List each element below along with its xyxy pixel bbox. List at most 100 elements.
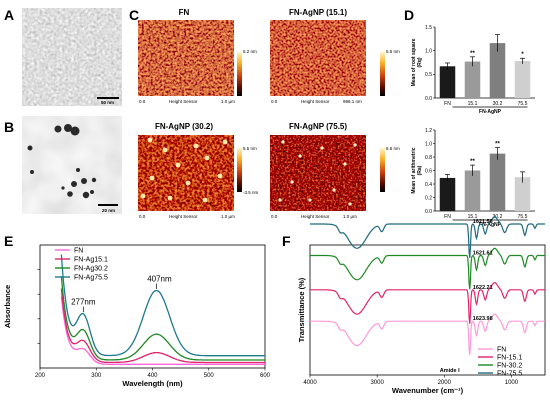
x-axis-label: Wavelength (nm) <box>122 379 183 388</box>
afm-axis-left-15: 0.0 <box>271 99 278 104</box>
afm-image-fn: FN 5.2 nm 0.0 Height Sensor 1.0 µm <box>138 8 257 104</box>
afm-particles-75 <box>278 140 357 206</box>
x-tick-label: 300 <box>91 373 102 379</box>
afm-axis-mid-30: Height Sensor <box>169 214 198 219</box>
y-tick-label: 0.8 <box>425 155 432 161</box>
afm-image-15: FN-AgNP (15.1) 5.5 nm 0.0 Height Sensor … <box>270 8 400 104</box>
bar <box>464 61 481 98</box>
peak-label-277: 277nm <box>71 298 96 307</box>
nanoparticle <box>30 170 34 174</box>
afm-particle <box>149 175 155 181</box>
afm-particle <box>217 173 223 179</box>
peak-label-407: 407nm <box>147 275 172 284</box>
afm-particle <box>298 154 302 158</box>
afm-axis-left-30: 0.0 <box>139 214 146 219</box>
y-tick-label: 0.0 <box>425 209 432 215</box>
afm-particle <box>185 180 191 186</box>
afm-particle <box>290 180 294 184</box>
x-tick-label: 400 <box>147 373 158 379</box>
afm-scale-min-30: -3.5 nm <box>243 190 259 195</box>
y-tick-label: 1.2 <box>425 128 432 134</box>
spectrum-line <box>60 254 265 357</box>
group-label: FN-AgNP <box>479 222 502 228</box>
afm-title-75: FN-AgNP (75.5) <box>289 122 347 131</box>
afm-axis-right-75: 1.0 µm <box>343 214 357 219</box>
afm-axis-right-fn: 1.0 µm <box>221 99 235 104</box>
bar-chart-roughness-rq: 0.0 0.5 1.0 1.5 FN ** 15.1 30.2 * 75.5 FN-AgNP Mean… <box>411 25 535 115</box>
afm-particle <box>167 195 173 201</box>
bar <box>489 43 506 98</box>
tem-image-b: 20 nm <box>22 116 122 214</box>
bar <box>464 170 481 211</box>
ftir-spectrum: 4000 3000 2000 1000 Wavenumber (cm⁻¹) Transmi… <box>297 216 546 395</box>
afm-title-fn: FN <box>179 8 190 17</box>
y-axis-label: Absorbance <box>3 285 12 328</box>
x-tick-label: 3000 <box>370 380 384 386</box>
x-tick-label: 75.5 <box>518 101 528 107</box>
y-axis-label-unit: (Ra) <box>417 165 423 175</box>
afm-particle <box>348 202 352 206</box>
afm-axis-left-75: 0.0 <box>271 214 278 219</box>
afm-scale-max-75: 6.5 nm <box>386 146 400 151</box>
panel-label-a: A <box>4 7 14 23</box>
panel-label-c: C <box>129 7 139 23</box>
bar-chart-roughness-ra: 0.0 0.2 0.4 0.6 0.8 1.0 1.2 FN ** 15.1 ** 30.2 75.5 F… <box>411 128 535 228</box>
nanoparticle <box>91 177 97 183</box>
afm-particle <box>204 155 210 161</box>
peak-value-label: 1622.21 <box>473 285 493 291</box>
spectrum-line <box>60 296 265 365</box>
afm-image-75: FN-AgNP (75.5) 6.5 nm 0.0 Height Sensor … <box>270 122 400 219</box>
afm-title-30: FN-AgNP (30.2) <box>155 122 213 131</box>
y-tick-label: 1.0 <box>425 141 432 147</box>
afm-title-15: FN-AgNP (15.1) <box>289 8 347 17</box>
group-label: FN-AgNP <box>479 109 502 115</box>
spectrum-line <box>60 276 265 361</box>
ftir-line <box>310 313 545 356</box>
nanoparticle <box>64 124 72 132</box>
x-tick-label: FN <box>444 101 451 107</box>
afm-particle <box>193 143 199 149</box>
afm-axis-right-30: 1.0 µm <box>221 214 235 219</box>
nanoparticle <box>71 181 77 187</box>
scalebar-label-a: 50 nm <box>101 100 114 105</box>
significance-mark: * <box>521 52 524 58</box>
nanoparticle-dots <box>27 124 97 199</box>
peak-value-label: 1623.98 <box>473 316 493 322</box>
legend-label: FN <box>74 248 83 255</box>
panel-label-d: D <box>404 7 414 23</box>
y-axis-label: Mean of arithmetric <box>411 147 417 193</box>
legend-label: FN <box>497 347 506 354</box>
legend-label: FN-Ag75.5 <box>74 275 108 282</box>
peak-value-label: 1621.61 <box>473 250 493 256</box>
nanoparticle <box>90 190 94 194</box>
afm-particle <box>308 198 312 202</box>
y-axis-label-unit: (Rq) <box>417 57 423 67</box>
peak-value-label: 1621.56 <box>473 219 493 225</box>
panel-label-e: E <box>4 233 13 249</box>
x-tick-label: 75.5 <box>518 214 528 220</box>
afm-particles-30 <box>140 137 228 203</box>
x-tick-label: 600 <box>260 373 271 379</box>
spectrum-line <box>60 288 265 364</box>
nanoparticle <box>54 125 62 133</box>
legend-label: FN-30.2 <box>497 363 522 370</box>
x-axis-label: Wavenumber (cm⁻¹) <box>392 386 464 395</box>
bar <box>514 177 531 211</box>
y-tick-label: 0.4 <box>425 182 432 188</box>
uv-vis-spectrum: 200 300 400 500 600 Wavelength (nm) Absorbance… <box>3 244 271 388</box>
afm-scale-max-fn: 5.2 nm <box>243 49 257 54</box>
significance-mark: ** <box>470 159 475 165</box>
legend-label: FN-Ag15.1 <box>74 257 108 264</box>
x-tick-label: 15.1 <box>468 101 478 107</box>
bar <box>439 177 456 211</box>
nanoparticle <box>27 145 33 151</box>
x-tick-label: 1000 <box>505 380 519 386</box>
afm-particle <box>175 162 181 168</box>
y-tick-label: 0.2 <box>425 195 432 201</box>
afm-scale-max-15: 5.5 nm <box>386 49 400 54</box>
y-tick-label: 0.5 <box>425 72 432 78</box>
afm-image-30: FN-AgNP (30.2) 5.5 nm -3.5 nm 0.0 Height… <box>138 122 259 219</box>
afm-axis-mid-75: Height Sensor <box>301 214 330 219</box>
ftir-line <box>310 281 545 324</box>
